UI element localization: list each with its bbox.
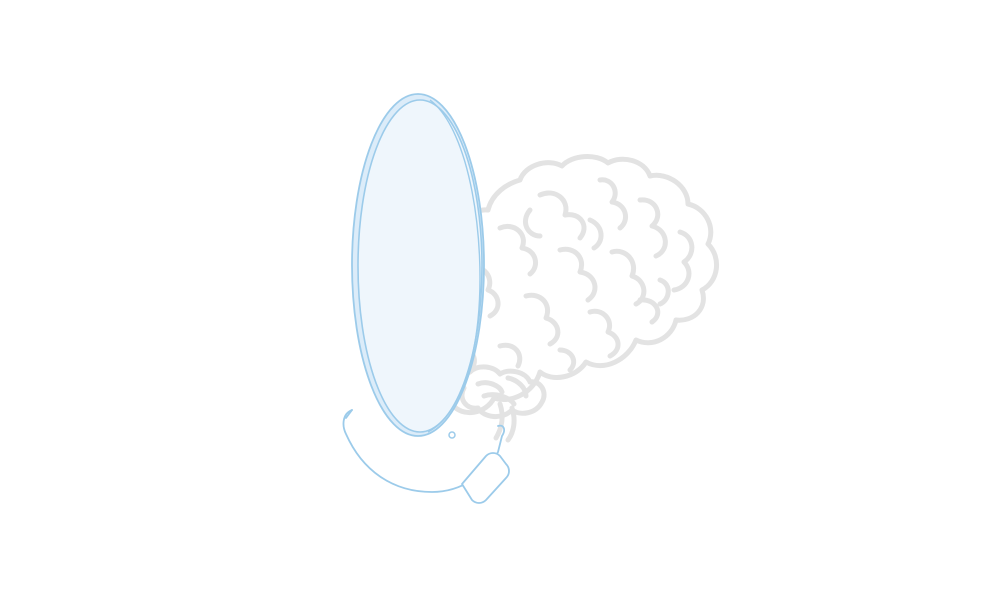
mirror-pivot-knob — [448, 431, 456, 439]
mirror-glass — [357, 99, 483, 433]
mirror-icon — [342, 93, 510, 504]
mirror-stand-arm — [342, 409, 505, 493]
mirror-base — [461, 452, 510, 504]
